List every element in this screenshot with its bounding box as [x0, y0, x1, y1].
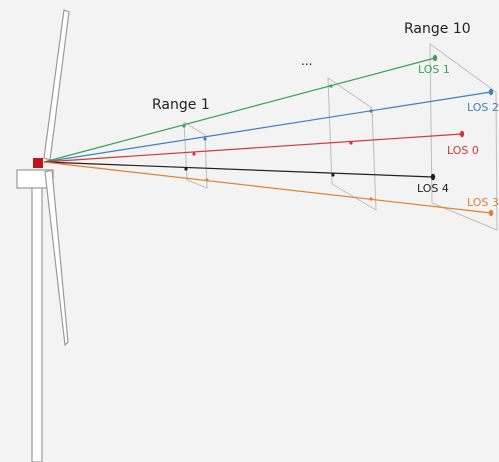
los-3-beam [43, 161, 492, 214]
blade-upper [43, 9, 70, 161]
range-plane-mid [327, 77, 377, 211]
los-2-beam [43, 91, 492, 163]
los-0-label: LOS 0 [447, 144, 479, 157]
los-1-label: LOS 1 [418, 63, 450, 76]
los-2-end-point [488, 88, 494, 96]
range-1-label: Range 1 [152, 97, 210, 113]
turbine-blades [43, 9, 70, 347]
los-labels: LOS 1 LOS 2 LOS 0 LOS 4 LOS 3 [417, 63, 499, 209]
los-4-range-point-2 [331, 173, 335, 177]
los-0-beam [43, 133, 463, 163]
los-1-range-point-2 [329, 84, 333, 88]
los-beams [43, 54, 494, 217]
range-planes [183, 43, 498, 231]
los-4-beam [43, 161, 434, 178]
los-4-end-point [430, 173, 436, 181]
los-0-range-point-2 [349, 141, 353, 145]
los-1-beam [43, 57, 436, 163]
los-3-end-point [488, 209, 494, 217]
range-10-label: Range 10 [404, 21, 471, 37]
los-2-range-point-2 [369, 109, 373, 113]
los-2-label: LOS 2 [467, 101, 499, 114]
ellipsis-label: ... [301, 54, 312, 68]
los-1-range-point-1 [182, 124, 186, 128]
los-2-range-point-1 [203, 137, 207, 141]
los-1-end-point [432, 54, 438, 62]
range-plane-10 [429, 43, 498, 231]
los-4-label: LOS 4 [417, 182, 449, 195]
los-4-range-point-1 [184, 167, 188, 171]
los-3-range-point-1 [205, 178, 209, 182]
los-0-range-point-1 [192, 152, 196, 156]
turbine-tower [16, 169, 54, 462]
los-3-label: LOS 3 [467, 196, 499, 209]
los-0-end-point [459, 130, 465, 138]
lidar-unit [33, 158, 43, 168]
los-3-range-point-2 [369, 197, 373, 201]
tower [31, 185, 43, 462]
blade-lower [44, 169, 69, 347]
range-plane-1 [183, 121, 208, 189]
